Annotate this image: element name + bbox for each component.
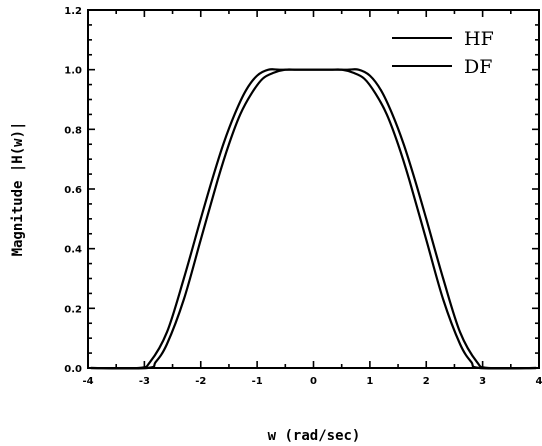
legend: HF DF: [392, 28, 494, 78]
y-tick-labels: 0.0 0.2 0.4 0.6 0.8 1.0 1.2: [64, 6, 82, 375]
y-tick-label: 0.2: [64, 304, 82, 315]
legend-label-hf: HF: [464, 28, 494, 50]
axis-ticks: [87, 9, 540, 369]
y-tick-label: 0.6: [64, 185, 82, 196]
x-tick-label: 4: [536, 376, 542, 387]
x-axis-label: w (rad/sec): [268, 428, 361, 444]
legend-label-df: DF: [464, 56, 492, 78]
x-tick-label: -2: [195, 376, 206, 387]
y-axis-label: Magnitude |H(w)|: [10, 122, 26, 257]
x-tick-label: -4: [82, 376, 93, 387]
x-tick-label: -3: [139, 376, 150, 387]
series-hf-line: [90, 68, 537, 370]
x-tick-label: 2: [423, 376, 430, 387]
y-tick-label: 1.2: [64, 6, 82, 17]
y-tick-label: 0.8: [64, 125, 82, 136]
y-tick-label: 0.4: [64, 245, 82, 256]
x-tick-label: 0: [310, 376, 317, 387]
x-tick-label: 1: [366, 376, 373, 387]
y-tick-label: 0.0: [64, 364, 82, 375]
series-df-line: [90, 68, 537, 370]
x-tick-label: 3: [479, 376, 486, 387]
curves: [90, 68, 537, 370]
x-tick-labels: -4 -3 -2 -1 0 1 2 3 4: [82, 376, 542, 387]
y-tick-label: 1.0: [64, 66, 82, 77]
x-tick-label: -1: [252, 376, 263, 387]
